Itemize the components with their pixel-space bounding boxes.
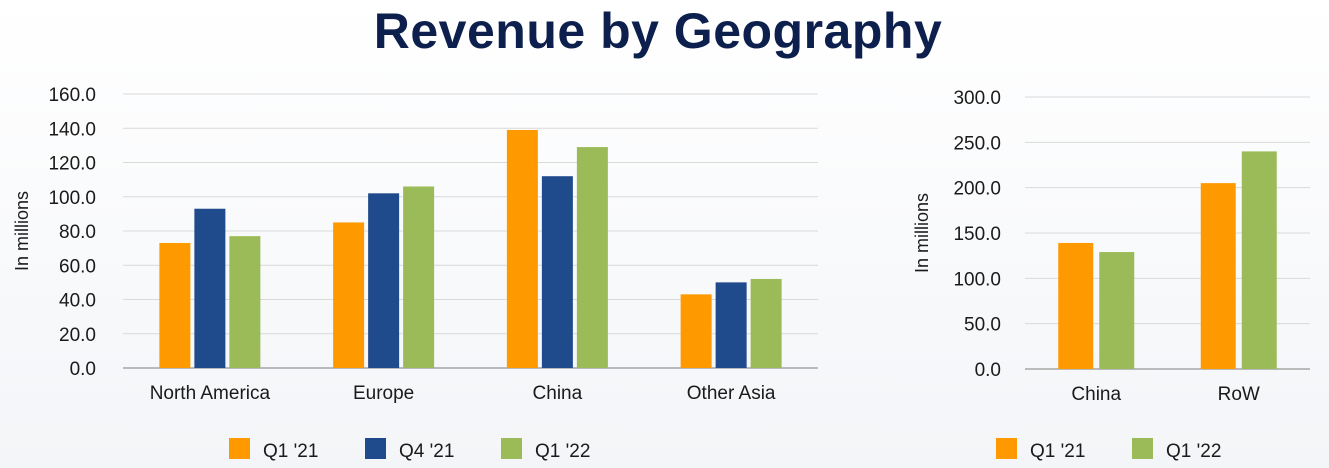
bar-q1-21-other-asia	[680, 294, 712, 368]
y-axis-title: In millions	[12, 191, 32, 271]
y-tick-label: 60.0	[59, 256, 96, 277]
legend-label: Q1 '21	[1030, 441, 1085, 462]
bar-q1-22-europe	[403, 186, 435, 368]
y-tick-label: 100.0	[953, 269, 1001, 290]
bar-q1-22-north-america	[229, 236, 261, 368]
x-category-label: Other Asia	[687, 383, 776, 404]
legend-swatch-q1-21	[996, 438, 1017, 459]
x-category-label: China	[533, 383, 583, 404]
y-tick-label: 300.0	[953, 88, 1001, 109]
bar-q1-21-north-america	[159, 242, 191, 368]
bar-q1-21-china	[506, 129, 538, 368]
legend-swatch-q1-21	[229, 438, 250, 459]
y-tick-label: 0.0	[975, 360, 1001, 381]
x-category-label: North America	[150, 383, 271, 404]
y-tick-label: 250.0	[953, 133, 1001, 154]
bar-q4-21-europe	[368, 193, 400, 368]
bar-q1-22-other-asia	[750, 278, 782, 368]
page-title: Revenue by Geography	[373, 3, 943, 59]
bar-q4-21-other-asia	[715, 282, 747, 368]
chart-revenue-china-vs-row: 0.0 50.0 100.0 150.0 200.0 250.0 300.0 In milli…	[912, 88, 1310, 462]
x-category-label: China	[1071, 384, 1121, 405]
y-tick-label: 80.0	[59, 222, 96, 243]
bar-q1-22-row	[1241, 151, 1277, 369]
y-tick-label: 20.0	[59, 325, 96, 346]
y-tick-label: 200.0	[953, 179, 1001, 200]
y-tick-label: 50.0	[964, 315, 1001, 336]
legend-swatch-q4-21	[365, 438, 386, 459]
bar-q1-21-europe	[333, 222, 365, 368]
y-tick-label: 140.0	[48, 119, 96, 140]
bar-q1-22-china	[1099, 252, 1135, 369]
legend-swatch-q1-22	[501, 438, 522, 459]
x-category-label: Europe	[353, 383, 414, 404]
y-tick-label: 150.0	[953, 224, 1001, 245]
legend-swatch-q1-22	[1132, 438, 1153, 459]
legend-label: Q1 '22	[1166, 441, 1221, 462]
y-tick-label: 160.0	[48, 85, 96, 106]
y-axis-title: In millions	[912, 193, 932, 273]
bar-q1-21-china	[1058, 242, 1094, 369]
bar-q1-21-row	[1200, 183, 1236, 369]
y-tick-label: 40.0	[59, 291, 96, 312]
y-tick-label: 100.0	[48, 188, 96, 209]
legend-label: Q4 '21	[399, 441, 454, 462]
bar-q4-21-china	[541, 176, 573, 368]
legend-label: Q1 '22	[535, 441, 590, 462]
bar-q1-22-china	[576, 147, 608, 368]
bar-q4-21-north-america	[194, 208, 226, 368]
y-tick-label: 120.0	[48, 154, 96, 175]
chart-revenue-by-region: 0.0 20.0 40.0 60.0 80.0 100.0 120.0 140.0 160.0 I…	[12, 85, 818, 462]
legend-label: Q1 '21	[263, 441, 318, 462]
x-category-label: RoW	[1218, 384, 1260, 405]
y-tick-label: 0.0	[70, 359, 96, 380]
